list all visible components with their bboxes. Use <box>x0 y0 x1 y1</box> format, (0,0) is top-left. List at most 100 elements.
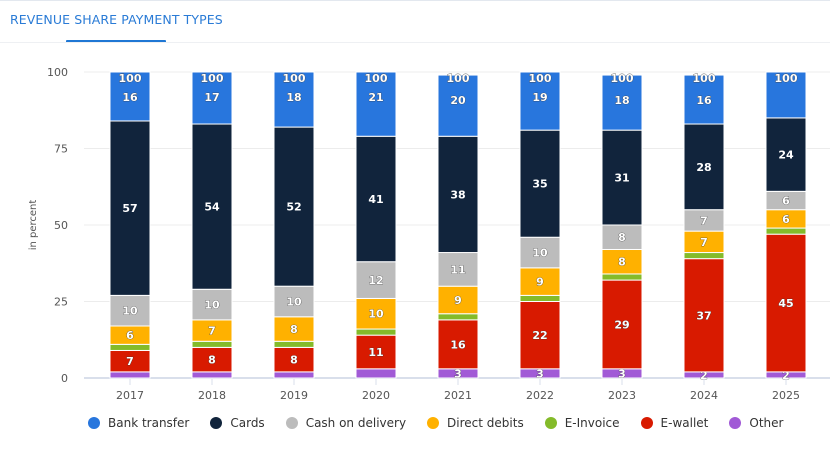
bar-segment-cash-on-delivery[interactable] <box>355 261 397 299</box>
bar-segment-e-invoice[interactable] <box>601 273 643 281</box>
bar-segment-other[interactable] <box>273 371 315 379</box>
bar-segment-cards[interactable] <box>519 129 561 238</box>
legend: Bank transfer Cards Cash on delivery Direct… <box>88 416 804 430</box>
total-label: 100 <box>119 72 142 85</box>
total-label: 100 <box>201 72 224 85</box>
bar-stack-2019: 8 8 10 52 18 100 <box>273 71 315 379</box>
legend-label: Other <box>749 416 784 430</box>
bar-segment-direct-debits[interactable] <box>601 248 643 275</box>
legend-item-e-invoice[interactable]: E-Invoice <box>544 416 620 430</box>
legend-label: Bank transfer <box>108 416 190 430</box>
bar-segment-bank-transfer[interactable] <box>109 71 151 122</box>
bar-segment-other[interactable] <box>355 368 397 379</box>
data-label: 28 <box>696 161 711 174</box>
x-tick-label: 2025 <box>772 389 800 402</box>
bar-segment-e-invoice[interactable] <box>273 340 315 348</box>
bar-segment-bank-transfer[interactable] <box>601 74 643 131</box>
legend-label: Direct debits <box>447 416 524 430</box>
bar-segment-direct-debits[interactable] <box>437 285 479 315</box>
bar-segment-e-wallet[interactable] <box>765 233 807 373</box>
data-label: 9 <box>454 294 462 307</box>
data-label: 37 <box>696 309 711 322</box>
data-label: 3 <box>618 367 626 380</box>
total-label: 100 <box>693 72 716 85</box>
bar-segment-direct-debits[interactable] <box>273 316 315 342</box>
data-label: 11 <box>450 263 465 276</box>
bar-segment-bank-transfer[interactable] <box>191 71 233 125</box>
data-label: 21 <box>368 91 383 104</box>
total-label: 100 <box>529 72 552 85</box>
bar-segment-e-invoice[interactable] <box>683 252 725 260</box>
bar-segment-e-wallet[interactable] <box>437 319 479 370</box>
x-tick-label: 2023 <box>608 389 636 402</box>
data-label: 11 <box>368 346 383 359</box>
bar-segment-e-invoice[interactable] <box>437 313 479 321</box>
bar-segment-bank-transfer[interactable] <box>355 71 397 137</box>
data-label: 16 <box>696 94 712 107</box>
data-label: 8 <box>618 256 626 269</box>
data-label: 6 <box>782 213 790 226</box>
bar-segment-cards[interactable] <box>355 135 397 263</box>
data-label: 6 <box>782 195 790 208</box>
bar-segment-cards[interactable] <box>191 123 233 290</box>
total-label: 100 <box>447 72 470 85</box>
y-axis-label: in percent <box>28 200 39 251</box>
bar-segment-cash-on-delivery[interactable] <box>519 236 561 269</box>
legend-item-bank-transfer[interactable]: Bank transfer <box>88 416 189 430</box>
bar-segment-bank-transfer[interactable] <box>273 71 315 128</box>
bar-segment-e-wallet[interactable] <box>273 346 315 373</box>
bar-segment-bank-transfer[interactable] <box>519 71 561 131</box>
data-label: 57 <box>122 202 137 215</box>
stacked-bar-chart: 0 25 50 75 100 in percent 7 6 10 57 16 100 8 7 10 54 1… <box>28 66 830 402</box>
bar-segment-e-invoice[interactable] <box>765 227 807 235</box>
legend-dot-icon <box>210 417 223 429</box>
data-label: 12 <box>368 274 383 287</box>
x-tick-label: 2024 <box>690 389 718 402</box>
bar-segment-e-wallet[interactable] <box>683 258 725 373</box>
data-label: 7 <box>700 236 708 249</box>
legend-item-other[interactable]: Other <box>729 416 783 430</box>
data-label: 2 <box>700 369 708 382</box>
legend-item-e-wallet[interactable]: E-wallet <box>640 416 708 430</box>
bar-stack-2021: 3 16 9 11 38 20 100 <box>437 72 479 381</box>
bar-segment-e-invoice[interactable] <box>519 294 561 303</box>
bar-segment-e-invoice[interactable] <box>109 343 151 351</box>
data-label: 8 <box>208 354 216 367</box>
data-label: 10 <box>286 296 302 309</box>
data-label: 35 <box>532 178 547 191</box>
data-label: 41 <box>368 193 383 206</box>
legend-item-cards[interactable]: Cards <box>210 416 265 430</box>
legend-item-direct-debits[interactable]: Direct debits <box>427 416 524 430</box>
bar-segment-bank-transfer[interactable] <box>683 74 725 125</box>
bar-segment-e-invoice[interactable] <box>355 328 397 336</box>
data-label: 6 <box>126 329 134 342</box>
y-tick-label: 75 <box>54 143 68 156</box>
bars: 7 6 10 57 16 100 8 7 10 54 17 100 8 8 10 52 18 100 11 10 12 4… <box>109 71 807 382</box>
data-label: 9 <box>536 276 544 289</box>
bar-segment-cards[interactable] <box>601 129 643 226</box>
tab-revenue-share[interactable]: REVENUE SHARE PAYMENT TYPES <box>10 12 223 27</box>
bar-stack-2022: 3 22 9 10 35 19 100 <box>519 71 561 381</box>
data-label: 19 <box>532 91 547 104</box>
y-axis-ticks: 0 25 50 75 100 <box>47 66 68 385</box>
data-label: 2 <box>782 369 790 382</box>
bar-segment-bank-transfer[interactable] <box>437 74 479 137</box>
data-label: 8 <box>290 323 298 336</box>
data-label: 18 <box>614 94 629 107</box>
bar-segment-cards[interactable] <box>765 117 807 192</box>
bar-stack-2025: 2 45 6 6 24 100 <box>765 71 807 382</box>
legend-dot-icon <box>640 417 653 429</box>
legend-item-cash-on-delivery[interactable]: Cash on delivery <box>285 416 406 430</box>
bar-segment-cash-on-delivery[interactable] <box>601 224 643 250</box>
bar-segment-other[interactable] <box>191 371 233 379</box>
bar-segment-cards[interactable] <box>273 126 315 287</box>
bar-segment-e-invoice[interactable] <box>191 340 233 348</box>
bar-segment-other[interactable] <box>109 371 151 379</box>
legend-dot-icon <box>544 417 557 429</box>
bar-segment-cash-on-delivery[interactable] <box>273 285 315 318</box>
active-tab-indicator <box>66 40 166 43</box>
bar-segment-cards[interactable] <box>683 123 725 211</box>
legend-dot-icon <box>729 417 742 429</box>
bar-segment-bank-transfer[interactable] <box>765 71 807 119</box>
data-label: 8 <box>290 354 298 367</box>
